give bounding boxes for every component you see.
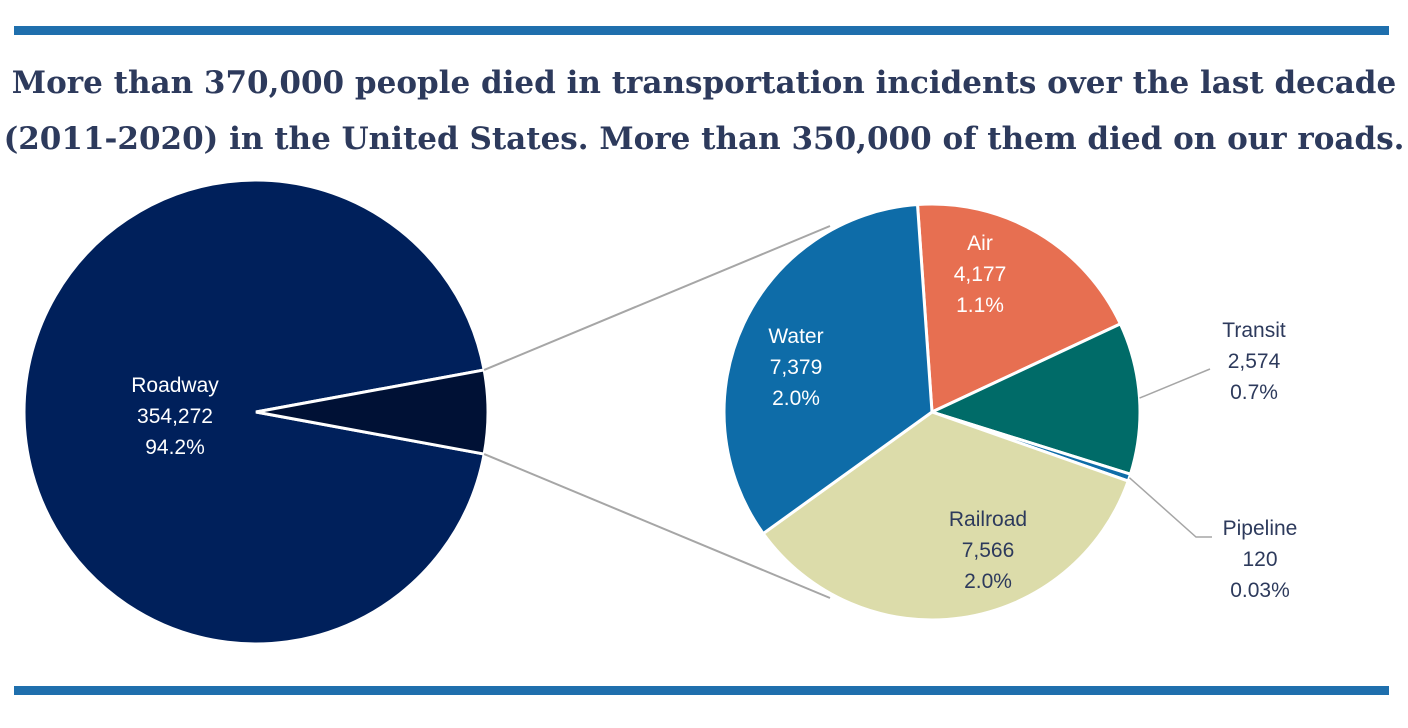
slice-water bbox=[722, 202, 934, 536]
leader-line-transit bbox=[1139, 368, 1211, 399]
slice-other-modes bbox=[255, 368, 490, 456]
slice-railroad bbox=[761, 410, 1131, 622]
slice-air bbox=[915, 202, 1123, 415]
leader-line-pipeline bbox=[1128, 477, 1212, 538]
slice-roadway bbox=[22, 178, 486, 646]
label-roadway-line-2: 354,272 bbox=[137, 405, 213, 428]
label-railroad-line-2: 7,566 bbox=[962, 539, 1015, 562]
label-pipeline-line-1: Pipeline bbox=[1223, 517, 1298, 540]
top-rule bbox=[14, 26, 1389, 35]
label-roadway-line-1: Roadway bbox=[131, 374, 219, 397]
label-air-line-1: Air bbox=[967, 232, 993, 255]
label-transit-line-1: Transit bbox=[1222, 319, 1286, 342]
label-air-line-3: 1.1% bbox=[956, 294, 1004, 317]
slice-transit bbox=[927, 321, 1142, 477]
label-transit-line-3: 0.7% bbox=[1230, 381, 1278, 404]
label-transit-line-2: 2,574 bbox=[1228, 350, 1281, 373]
label-pipeline-line-3: 0.03% bbox=[1230, 579, 1290, 602]
label-water-line-3: 2.0% bbox=[772, 387, 820, 410]
bottom-rule bbox=[14, 686, 1389, 695]
label-water-line-2: 7,379 bbox=[770, 356, 823, 379]
label-water-line-1: Water bbox=[768, 325, 823, 348]
label-pipeline-line-2: 120 bbox=[1242, 548, 1277, 571]
label-air-line-2: 4,177 bbox=[954, 263, 1007, 286]
title-line-2: (2011-2020) in the United States. More t… bbox=[3, 121, 1405, 157]
label-railroad-line-1: Railroad bbox=[949, 508, 1027, 531]
connector-line-upper bbox=[483, 225, 831, 371]
title-line-1: More than 370,000 people died in transpo… bbox=[11, 65, 1397, 101]
connector-line-lower bbox=[483, 453, 831, 599]
chart-title: More than 370,000 people died in transpo… bbox=[0, 55, 1408, 167]
label-railroad-line-3: 2.0% bbox=[964, 570, 1012, 593]
label-roadway-line-3: 94.2% bbox=[145, 436, 205, 459]
